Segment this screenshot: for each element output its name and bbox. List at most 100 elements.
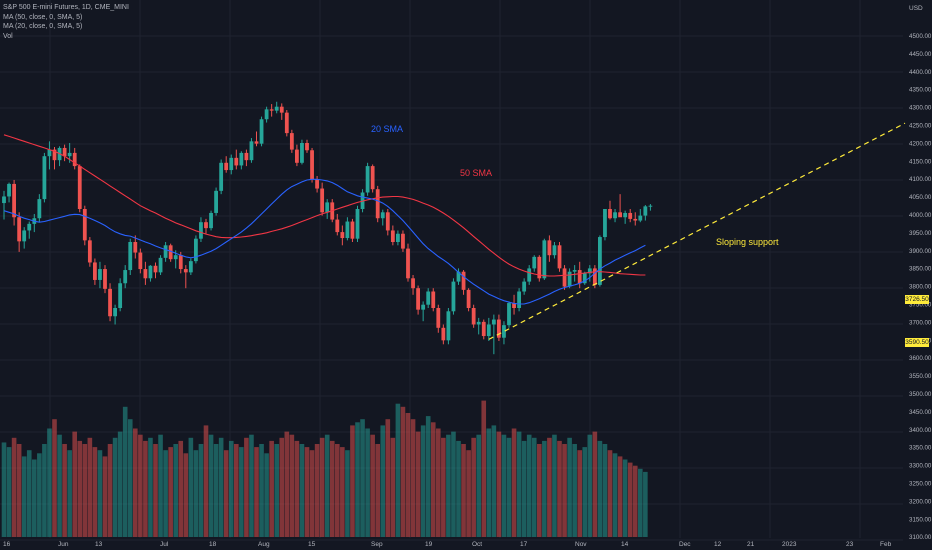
volume-bar xyxy=(87,437,93,537)
candle-body xyxy=(426,291,431,305)
volume-bar xyxy=(47,428,52,537)
volume-bar xyxy=(203,425,209,537)
legend-vol[interactable]: Vol xyxy=(3,32,13,40)
volume-bar xyxy=(441,437,446,537)
candle-body xyxy=(587,268,592,274)
volume-bar xyxy=(249,434,254,537)
candle-body xyxy=(128,242,133,271)
volume-bar xyxy=(138,434,143,537)
candle-body xyxy=(229,157,234,171)
candle-body xyxy=(446,311,451,341)
candle-body xyxy=(254,141,259,144)
volume-bar xyxy=(531,437,537,537)
legend-ma50[interactable]: MA (50, close, 0, SMA, 5) xyxy=(3,13,83,21)
volume-bar xyxy=(622,459,628,537)
y-tick-label: 4300.00 xyxy=(909,105,932,112)
volume-bar xyxy=(481,400,487,537)
volume-bar xyxy=(405,413,411,537)
x-tick-label: 14 xyxy=(621,541,629,548)
x-tick-label: 19 xyxy=(425,541,433,548)
candle-body xyxy=(199,222,203,239)
x-tick-label: 16 xyxy=(3,541,11,548)
volume-bar xyxy=(415,431,421,537)
price-axis[interactable]: USD 4500.00 4450.00 4400.00 4350.00 4300.00 42… xyxy=(909,5,932,550)
candle-body xyxy=(62,147,67,157)
volume-bar xyxy=(314,444,320,537)
volume-bar xyxy=(304,447,310,537)
y-tick-label: 4350.00 xyxy=(909,87,932,94)
legend-title[interactable]: S&P 500 E-mini Futures, 1D, CME_MINI xyxy=(3,4,129,11)
candle-body xyxy=(37,199,42,219)
candle-body xyxy=(451,281,456,312)
ma20-line xyxy=(3,178,646,305)
candle-body xyxy=(123,270,128,284)
volume-bar xyxy=(198,444,204,537)
x-tick-label: Dec xyxy=(679,541,691,548)
candle-body xyxy=(411,278,415,289)
legend-ma20[interactable]: MA (20, close, 0, SMA, 5) xyxy=(3,23,83,30)
volume-bar xyxy=(92,447,98,537)
candle-body xyxy=(623,212,628,218)
candle-body xyxy=(219,162,224,191)
volume-bar xyxy=(461,444,466,537)
candle-body xyxy=(188,261,193,273)
volume-bar xyxy=(6,447,12,537)
y-tick-label: 3250.00 xyxy=(909,481,932,488)
candle-body xyxy=(295,149,299,163)
candle-body xyxy=(497,319,501,338)
volume-bar xyxy=(587,434,593,537)
volume-bar xyxy=(526,434,532,537)
volume-bar xyxy=(511,428,517,537)
candle-body xyxy=(87,240,92,263)
volume-bar xyxy=(420,425,426,537)
candle-body xyxy=(401,233,405,249)
volume-bar xyxy=(223,450,229,537)
candle-body xyxy=(103,269,107,289)
candle-body xyxy=(163,245,168,258)
candle-body xyxy=(355,209,360,239)
candle-body xyxy=(158,257,163,273)
volume-bar xyxy=(218,437,224,537)
volume-bar xyxy=(254,447,259,537)
annotation-20-sma: 20 SMA xyxy=(371,124,404,134)
volume-bar xyxy=(72,431,77,537)
volume-bar xyxy=(521,440,527,537)
volume-bar xyxy=(643,471,648,537)
y-tick-label: 4450.00 xyxy=(909,51,932,58)
volume-bar xyxy=(102,456,108,537)
candle-body xyxy=(481,321,486,337)
volume-bar xyxy=(52,419,57,537)
candle-body xyxy=(133,242,138,253)
support-line-group xyxy=(488,122,906,340)
candle-body xyxy=(486,324,491,337)
volume-bar xyxy=(607,450,613,537)
volume-bar xyxy=(491,425,497,537)
candle-body xyxy=(517,291,521,308)
y-tick-label: 3600.00 xyxy=(909,355,932,362)
x-tick-label: Oct xyxy=(472,541,482,548)
y-tick-label: 4200.00 xyxy=(909,140,932,147)
volume-bar xyxy=(279,437,285,537)
volume-bar xyxy=(127,419,133,537)
candle-body xyxy=(153,265,158,273)
y-tick-label: 3100.00 xyxy=(909,534,932,541)
volume-bar xyxy=(516,431,522,537)
volume-bar xyxy=(365,428,370,537)
axis-currency: USD xyxy=(909,5,923,12)
volume-bar xyxy=(183,453,189,537)
volume-bar xyxy=(612,453,618,537)
candle-body xyxy=(118,283,123,308)
volume-bar xyxy=(577,450,582,537)
candle-body xyxy=(340,232,345,239)
volume-bar xyxy=(269,440,274,537)
volume-bar xyxy=(1,442,7,537)
time-axis[interactable]: 16 Jun 13 Jul 18 Aug 15 Sep 19 Oct 17 Nov 14 Dec 12 21 2… xyxy=(3,541,892,548)
candle-body xyxy=(396,233,400,242)
candle-body xyxy=(264,109,269,120)
candle-body xyxy=(269,109,274,111)
volume-bar xyxy=(133,428,138,537)
volume-bar xyxy=(274,444,279,537)
candle-body xyxy=(98,269,102,280)
volume-bar xyxy=(572,444,577,537)
